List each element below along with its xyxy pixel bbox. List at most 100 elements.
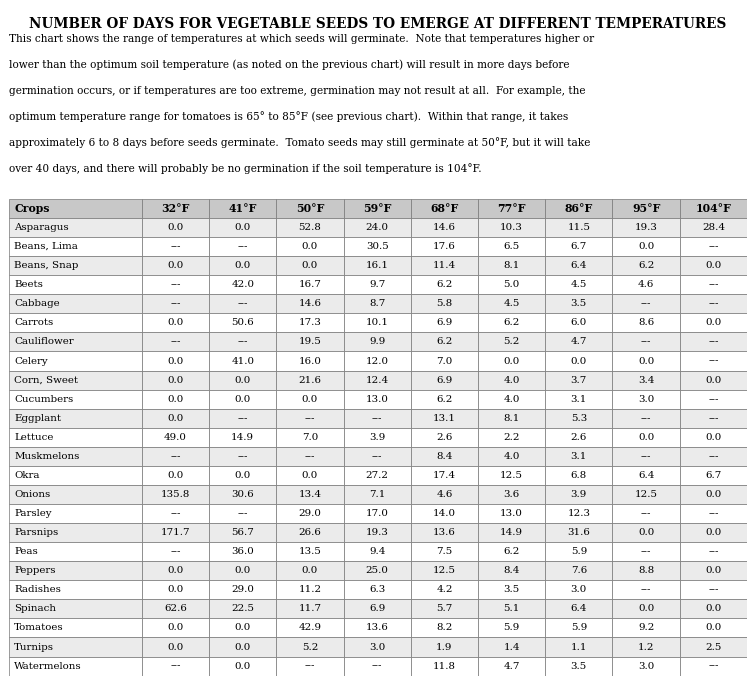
Bar [343,275,411,294]
Bar [612,428,680,447]
Text: 86°F: 86°F [565,203,593,214]
Bar [142,275,209,294]
Text: ---: --- [708,509,718,518]
Bar [343,313,411,333]
Bar [277,294,343,313]
Bar [277,619,343,638]
Bar [612,275,680,294]
Bar [277,218,343,237]
Text: ---: --- [170,509,181,518]
Bar [411,313,478,333]
Bar [9,657,142,676]
Text: 4.0: 4.0 [503,394,520,403]
Bar [343,504,411,523]
Bar [209,428,277,447]
Bar [612,218,680,237]
Bar [612,542,680,562]
Bar [9,447,142,466]
Bar [411,275,478,294]
Text: 4.5: 4.5 [571,280,587,289]
Text: 7.0: 7.0 [436,356,453,365]
Bar [9,409,142,428]
Text: 77°F: 77°F [497,203,526,214]
Text: 31.6: 31.6 [568,528,590,537]
Text: 13.6: 13.6 [366,623,389,632]
Text: ---: --- [305,661,315,671]
Text: 3.5: 3.5 [571,661,587,671]
Bar [478,352,545,371]
Bar [9,313,142,333]
Text: 0.0: 0.0 [167,318,184,327]
Bar [343,581,411,600]
Text: 13.1: 13.1 [433,414,456,423]
Text: Carrots: Carrots [14,318,54,327]
Text: 0.0: 0.0 [234,261,251,270]
Bar [478,523,545,542]
Bar [9,542,142,562]
Bar [411,466,478,485]
Text: 7.1: 7.1 [369,490,386,499]
Text: 0.0: 0.0 [167,356,184,365]
Text: ---: --- [170,547,181,556]
Text: ---: --- [237,337,248,346]
Bar [277,657,343,676]
Text: ---: --- [170,452,181,461]
Text: 19.3: 19.3 [634,223,658,232]
Bar [612,466,680,485]
Bar [612,294,680,313]
Text: ---: --- [170,337,181,346]
Text: 0.0: 0.0 [302,261,318,270]
Bar [545,313,612,333]
Bar [680,352,747,371]
Bar [411,428,478,447]
Text: 17.0: 17.0 [366,509,389,518]
Bar [680,256,747,275]
Bar [343,409,411,428]
Bar [142,504,209,523]
Text: This chart shows the range of temperatures at which seeds will germinate.  Note : This chart shows the range of temperatur… [9,34,594,44]
Bar [343,256,411,275]
Bar [478,619,545,638]
Bar [411,600,478,619]
Text: 24.0: 24.0 [366,223,389,232]
Bar [343,542,411,562]
Text: 3.5: 3.5 [571,299,587,308]
Text: 0.0: 0.0 [705,566,721,575]
Bar [142,485,209,504]
Bar [142,600,209,619]
Bar [478,581,545,600]
Bar [478,256,545,275]
Text: Peas: Peas [14,547,38,556]
Text: Okra: Okra [14,471,40,480]
Bar [209,600,277,619]
Text: 21.6: 21.6 [299,375,321,384]
Bar [478,657,545,676]
Text: 95°F: 95°F [632,203,660,214]
Text: ---: --- [708,452,718,461]
Bar [411,657,478,676]
Bar [209,657,277,676]
Bar [209,313,277,333]
Text: 11.8: 11.8 [433,661,456,671]
Bar [343,638,411,657]
Text: 8.1: 8.1 [503,414,520,423]
Text: 0.0: 0.0 [234,375,251,384]
Bar [478,218,545,237]
Text: 42.0: 42.0 [231,280,254,289]
Bar [209,581,277,600]
Text: 0.0: 0.0 [167,394,184,403]
Text: 30.5: 30.5 [366,242,389,251]
Bar [142,313,209,333]
Text: 10.1: 10.1 [366,318,389,327]
Bar [277,256,343,275]
Bar [142,562,209,581]
Text: 6.2: 6.2 [436,394,453,403]
Text: ---: --- [305,414,315,423]
Text: 9.4: 9.4 [369,547,386,556]
Bar [411,638,478,657]
Text: NUMBER OF DAYS FOR VEGETABLE SEEDS TO EMERGE AT DIFFERENT TEMPERATURES: NUMBER OF DAYS FOR VEGETABLE SEEDS TO EM… [29,17,727,31]
Text: 0.0: 0.0 [705,528,721,537]
Bar [209,619,277,638]
Bar [9,466,142,485]
Bar [9,352,142,371]
